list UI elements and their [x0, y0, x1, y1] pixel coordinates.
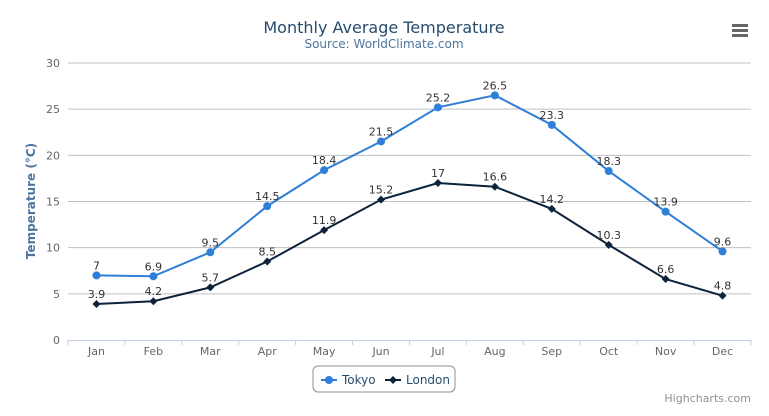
x-tick-label: Jul: [430, 345, 444, 358]
x-tick-label: Nov: [655, 345, 677, 358]
x-tick-label: Jun: [371, 345, 389, 358]
data-label: 26.5: [483, 79, 508, 92]
y-tick-label: 5: [53, 288, 60, 301]
data-label: 6.6: [657, 263, 675, 276]
data-label: 3.9: [88, 288, 106, 301]
data-label: 17: [431, 167, 445, 180]
y-tick-label: 25: [46, 103, 60, 116]
data-point: [206, 283, 215, 292]
legend-label-tokyo: Tokyo: [341, 373, 376, 387]
series-line-london: [96, 182, 723, 305]
data-point: [490, 91, 499, 100]
x-tick-label: Aug: [484, 345, 505, 358]
legend-item-london[interactable]: London: [385, 373, 450, 387]
data-point: [604, 167, 613, 176]
y-tick-label: 10: [46, 242, 60, 255]
chart-title: Monthly Average Temperature: [263, 18, 504, 37]
y-tick-label: 0: [53, 334, 60, 347]
x-tick-label: Jan: [87, 345, 105, 358]
data-point: [547, 120, 556, 129]
data-point: [661, 207, 670, 216]
data-point: [92, 271, 101, 280]
x-tick-label: Oct: [599, 345, 619, 358]
y-axis-title: Temperature (°C): [24, 143, 38, 259]
chart-subtitle: Source: WorldClimate.com: [304, 37, 463, 51]
data-point: [320, 226, 329, 235]
data-point: [661, 275, 670, 284]
data-point: [377, 137, 386, 146]
data-label: 9.6: [714, 235, 732, 248]
data-point: [604, 240, 613, 249]
credits-link[interactable]: Highcharts.com: [664, 392, 751, 405]
data-label: 25.2: [426, 91, 451, 104]
legend-item-tokyo[interactable]: Tokyo: [321, 373, 376, 387]
data-label: 16.6: [483, 171, 508, 184]
data-label: 13.9: [653, 196, 678, 209]
data-label: 11.9: [312, 214, 337, 227]
data-label: 18.3: [596, 155, 621, 168]
data-label: 6.9: [145, 260, 163, 273]
data-point: [263, 257, 272, 266]
data-point: [206, 248, 215, 257]
legend: Tokyo London: [312, 365, 456, 393]
x-tick-label: Sep: [541, 345, 562, 358]
x-tick-label: Dec: [712, 345, 733, 358]
y-tick-label: 15: [46, 196, 60, 209]
x-tick-label: Mar: [200, 345, 221, 358]
data-label: 4.8: [714, 280, 732, 293]
data-point: [718, 291, 727, 300]
data-label: 15.2: [369, 184, 394, 197]
data-point: [490, 182, 499, 191]
legend-label-london: London: [406, 373, 450, 387]
data-point: [92, 299, 101, 308]
y-tick-label: 20: [46, 149, 60, 162]
data-label: 23.3: [540, 109, 565, 122]
data-point: [718, 247, 727, 256]
data-point: [149, 297, 158, 306]
data-label: 7: [93, 259, 100, 272]
series-line-tokyo: [96, 94, 724, 278]
data-label: 8.5: [258, 246, 276, 259]
data-point: [149, 272, 158, 281]
data-label: 18.4: [312, 154, 337, 167]
data-point: [263, 202, 272, 211]
data-label: 14.2: [540, 193, 565, 206]
x-tick-label: Feb: [144, 345, 163, 358]
data-label: 5.7: [202, 271, 220, 284]
data-point: [547, 204, 556, 213]
data-label: 21.5: [369, 125, 394, 138]
data-point: [377, 195, 386, 204]
data-point: [320, 166, 329, 175]
x-tick-label: Apr: [258, 345, 278, 358]
y-tick-label: 30: [46, 57, 60, 70]
data-label: 14.5: [255, 190, 280, 203]
data-point: [433, 179, 442, 188]
data-label: 9.5: [202, 236, 220, 249]
x-tick-label: May: [313, 345, 336, 358]
hamburger-menu-icon[interactable]: [732, 24, 748, 37]
data-point: [433, 103, 442, 112]
data-label: 10.3: [596, 229, 621, 242]
data-label: 4.2: [145, 285, 163, 298]
